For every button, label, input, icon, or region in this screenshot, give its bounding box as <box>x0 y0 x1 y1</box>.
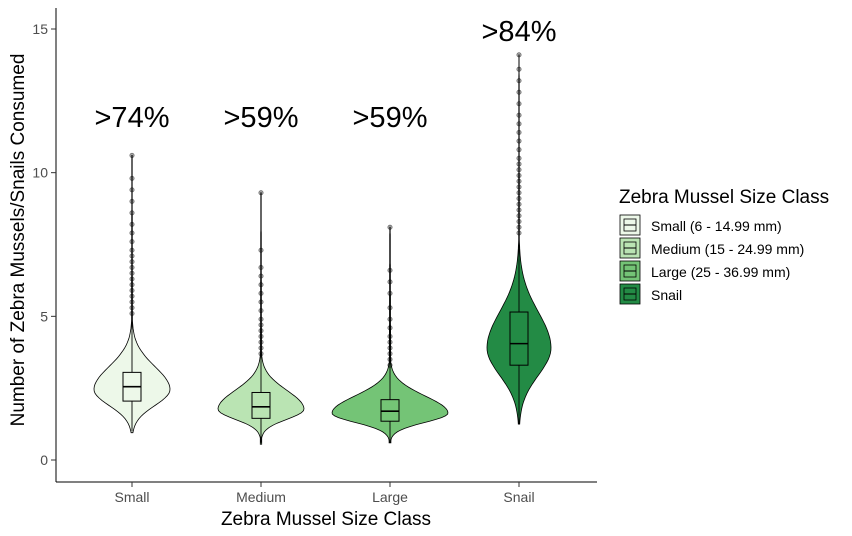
annotation-label: >74% <box>95 102 170 134</box>
y-axis-ticks: 0 5 10 15 <box>32 21 56 468</box>
outlier-point <box>129 230 135 236</box>
outlier-point <box>129 282 135 288</box>
legend-item: Medium (15 - 24.99 mm) <box>619 237 804 259</box>
annotation-label: >84% <box>482 16 557 48</box>
y-tick-label: 15 <box>32 21 48 37</box>
outlier-point <box>516 190 522 196</box>
outlier-point <box>129 299 135 305</box>
outlier-point <box>129 276 135 282</box>
violin-group-snail <box>486 52 552 425</box>
annotation-label: >59% <box>353 102 428 134</box>
legend-item: Snail <box>619 283 682 305</box>
outlier-point <box>516 173 522 179</box>
outlier-point <box>516 52 522 58</box>
y-axis-title: Number of Zebra Mussels/Snails Consumed <box>8 54 29 427</box>
outlier-point <box>516 89 522 95</box>
percent-annotations: >74% >59% >59% >84% <box>95 16 557 134</box>
legend-label: Small (6 - 14.99 mm) <box>651 218 782 234</box>
outlier-point <box>516 138 522 144</box>
outlier-point <box>129 253 135 259</box>
outlier-point <box>516 161 522 167</box>
outlier-point <box>129 221 135 227</box>
x-tick-label: Medium <box>236 489 286 505</box>
plot-area <box>93 52 552 445</box>
outlier-point <box>129 239 135 245</box>
violin-group-small <box>93 152 171 434</box>
outlier-point <box>129 310 135 316</box>
outlier-point <box>516 219 522 225</box>
outlier-point <box>129 187 135 193</box>
outlier-point <box>516 155 522 161</box>
outlier-point <box>516 201 522 207</box>
legend-label: Snail <box>651 287 682 303</box>
outlier-point <box>129 305 135 311</box>
outlier-point <box>129 152 135 158</box>
outlier-point <box>516 196 522 202</box>
legend-label: Medium (15 - 24.99 mm) <box>651 241 804 257</box>
outlier-point <box>516 101 522 107</box>
x-axis-ticks: Small Medium Large Snail <box>114 482 535 505</box>
legend-items: Small (6 - 14.99 mm) Medium (15 - 24.99 m… <box>619 214 804 305</box>
outlier-point <box>516 121 522 127</box>
outlier-point <box>516 167 522 173</box>
x-tick-label: Snail <box>503 489 534 505</box>
x-tick-label: Large <box>372 489 408 505</box>
outlier-point <box>516 224 522 230</box>
outlier-point <box>129 287 135 293</box>
box <box>509 311 529 366</box>
outlier-point <box>516 78 522 84</box>
outlier-point <box>129 293 135 299</box>
x-tick-label: Small <box>114 489 149 505</box>
outlier-point <box>129 264 135 270</box>
outlier-point <box>129 175 135 181</box>
outlier-point <box>516 207 522 213</box>
x-axis-title: Zebra Mussel Size Class <box>221 509 431 530</box>
outlier-point <box>129 270 135 276</box>
outlier-point <box>516 112 522 118</box>
y-tick-label: 10 <box>32 165 48 181</box>
legend: Zebra Mussel Size Class Small (6 - 14.99… <box>619 187 829 305</box>
y-tick-label: 0 <box>40 452 48 468</box>
outlier-point <box>516 178 522 184</box>
outlier-point <box>129 247 135 253</box>
outlier-point <box>129 198 135 204</box>
violin-group-large <box>331 224 449 444</box>
outlier-point <box>129 210 135 216</box>
outlier-point <box>516 147 522 153</box>
box <box>251 391 271 419</box>
legend-item: Large (25 - 36.99 mm) <box>619 260 790 282</box>
outlier-point <box>516 184 522 190</box>
outlier-point <box>516 66 522 72</box>
legend-title: Zebra Mussel Size Class <box>619 187 829 208</box>
legend-item: Small (6 - 14.99 mm) <box>619 214 782 236</box>
violin-group-medium <box>217 190 305 445</box>
annotation-label: >59% <box>224 102 299 134</box>
y-tick-label: 5 <box>40 308 48 324</box>
outlier-point <box>516 129 522 135</box>
legend-label: Large (25 - 36.99 mm) <box>651 264 790 280</box>
outlier-point <box>129 259 135 265</box>
outlier-point <box>516 230 522 236</box>
outlier-point <box>516 213 522 219</box>
